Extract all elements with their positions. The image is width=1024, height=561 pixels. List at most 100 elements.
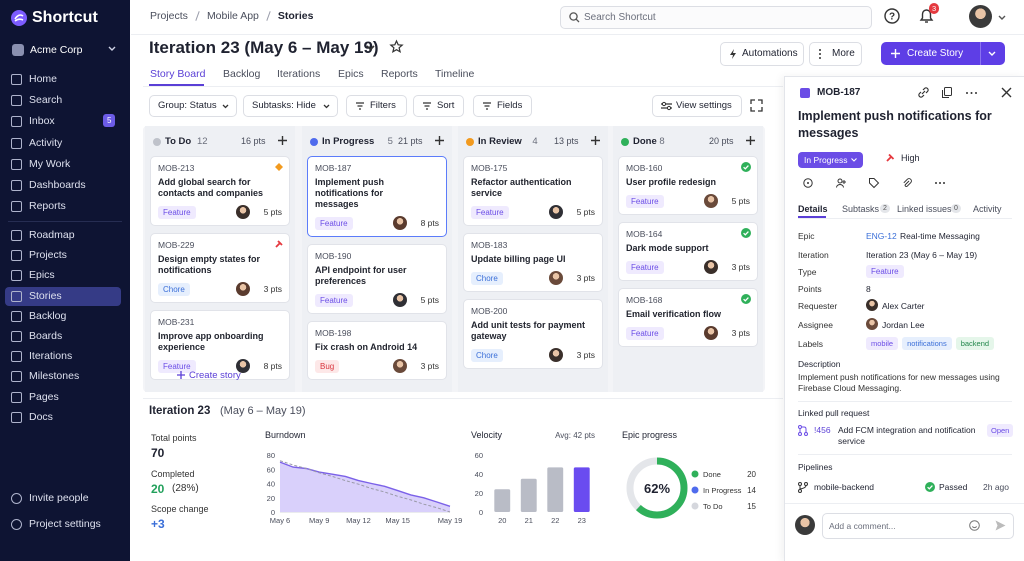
nav-item[interactable]: Epics [29, 269, 55, 282]
toolbar-button[interactable]: Subtasks: Hide [243, 95, 338, 117]
toolbar-button[interactable]: Sort [413, 95, 464, 117]
nav-item[interactable]: Dashboards [29, 179, 86, 191]
create-story-link[interactable]: Create story [177, 370, 241, 381]
nav-item[interactable]: Inbox [29, 115, 55, 128]
avatar-chevron-part [998, 15, 1006, 20]
close-icon[interactable] [1001, 87, 1012, 98]
story-card[interactable]: MOB-200 Add unit tests for payment gatewa… [463, 299, 603, 369]
nav-footer-item[interactable]: Project settings [29, 518, 101, 530]
copy-icon[interactable] [942, 87, 952, 98]
expand-icon[interactable] [750, 99, 763, 112]
toolbar-label: Fields [497, 100, 523, 111]
create-story-button[interactable]: Create Story [881, 42, 1005, 65]
workspace-chevron-part [108, 46, 116, 51]
nav-item[interactable]: Home [29, 73, 58, 85]
view-settings-button[interactable]: View settings [652, 95, 742, 117]
story-card[interactable]: MOB-160 User profile redesign Feature 5 pts [618, 156, 758, 215]
tab[interactable]: Iterations [277, 68, 321, 80]
add-card-icon[interactable] [746, 136, 755, 145]
story-card[interactable]: MOB-175 Refactor authentication service Fe… [463, 156, 603, 226]
nav-icon [11, 230, 22, 241]
title-chevron[interactable] [366, 45, 375, 51]
help-icon[interactable]: ? [884, 8, 900, 24]
emoji-icon[interactable] [969, 520, 980, 531]
add-card-icon[interactable] [591, 136, 600, 145]
pipeline-name[interactable]: mobile-backend [814, 482, 875, 492]
story-card[interactable]: MOB-213 Add global search for contacts an… [150, 156, 290, 226]
pr-number[interactable]: !456 [814, 425, 831, 435]
comment-box[interactable]: Add a comment... [822, 513, 1014, 539]
action-icon[interactable] [902, 178, 912, 188]
nav-item[interactable]: Reports [29, 200, 66, 213]
avatar-chevron[interactable] [998, 15, 1006, 21]
more-button[interactable]: More [809, 42, 862, 66]
nav-item[interactable]: Iterations [29, 350, 73, 363]
field-label: Epic [798, 231, 815, 241]
toolbar-button[interactable]: Filters [346, 95, 407, 117]
pipeline-status: Passed [939, 482, 968, 492]
tab[interactable]: Story Board [150, 68, 206, 80]
breadcrumb-item[interactable]: Mobile App [206, 10, 259, 22]
nav-item[interactable]: Docs [29, 410, 53, 423]
story-card[interactable]: MOB-164 Dark mode support Feature 3 pts [618, 222, 758, 281]
bell-icon[interactable] [919, 8, 934, 24]
story-card[interactable]: MOB-183 Update billing page UI Chore 3 pts [463, 233, 603, 292]
star-icon[interactable] [389, 39, 404, 54]
action-icon[interactable] [836, 178, 846, 188]
more-icon[interactable] [966, 92, 977, 94]
workspace-name[interactable]: Acme Corp [30, 44, 83, 56]
story-card[interactable]: MOB-231 Improve app onboarding experience… [150, 310, 290, 380]
dots-icon-part [819, 49, 821, 51]
story-card[interactable]: MOB-229 Design empty states for notificat… [150, 233, 290, 303]
workspace-chevron[interactable] [108, 46, 116, 52]
pr-icon-part [804, 432, 808, 436]
story-card[interactable]: MOB-187 Implement push notifications for … [307, 156, 447, 237]
nav-item[interactable]: Stories [29, 289, 62, 302]
nav-item[interactable]: Search [29, 94, 63, 107]
nav-item[interactable]: Activity [29, 136, 63, 149]
card-id: MOB-160 [626, 163, 663, 173]
search-box[interactable]: Search Shortcut [560, 6, 872, 29]
toolbar-button[interactable]: Group: Status [149, 95, 237, 117]
add-card-icon[interactable] [278, 136, 287, 145]
pr-title[interactable]: Add FCM integration and notification ser… [838, 425, 976, 446]
nav-item[interactable]: Backlog [29, 309, 67, 322]
detail-tab[interactable]: Linked issues [897, 204, 952, 214]
status-pill[interactable]: In Progress [798, 152, 864, 168]
tab[interactable]: Timeline [435, 68, 475, 80]
breadcrumb-item[interactable]: Stories [277, 10, 314, 22]
automations-button[interactable]: Automations [720, 42, 804, 66]
story-card[interactable]: MOB-168 Email verification flow Feature 3 p… [618, 288, 758, 347]
tab[interactable]: Epics [338, 68, 364, 80]
avatar [703, 260, 718, 274]
nav-item[interactable]: Boards [29, 330, 63, 342]
split-chevron[interactable] [988, 51, 996, 57]
story-card[interactable]: MOB-190 API endpoint for user preferences… [307, 244, 447, 314]
story-card[interactable]: MOB-198 Fix crash on Android 14 Bug 3 pts [307, 321, 447, 380]
detail-tab[interactable]: Activity [973, 204, 1002, 214]
field-code[interactable]: ENG-12 [866, 231, 897, 241]
tab[interactable]: Backlog [223, 68, 261, 80]
breadcrumb-item[interactable]: Projects [150, 10, 188, 22]
link-icon[interactable] [918, 87, 929, 98]
card-points: 3 pts [576, 273, 595, 283]
nav-icon [11, 74, 22, 85]
tab[interactable]: Reports [381, 68, 418, 80]
nav-item[interactable]: Projects [29, 249, 67, 262]
velocity-bar [520, 478, 537, 512]
nav-item[interactable]: Pages [29, 390, 59, 403]
add-card-icon[interactable] [435, 136, 444, 145]
nav-icon [11, 310, 22, 322]
send-icon[interactable] [995, 520, 1006, 531]
detail-tab[interactable]: Subtasks [842, 204, 880, 214]
nav-item[interactable]: Roadmap [29, 229, 75, 241]
action-icon[interactable] [803, 178, 813, 188]
nav-footer-item[interactable]: Invite people [29, 492, 89, 504]
nav-item[interactable]: My Work [29, 157, 71, 170]
toolbar-button[interactable]: Fields [473, 95, 532, 117]
nav-item[interactable]: Milestones [29, 370, 80, 383]
detail-tab[interactable]: Details [798, 204, 828, 214]
action-icon-part [803, 178, 813, 188]
action-icon[interactable] [935, 178, 945, 188]
action-icon[interactable] [869, 178, 880, 189]
